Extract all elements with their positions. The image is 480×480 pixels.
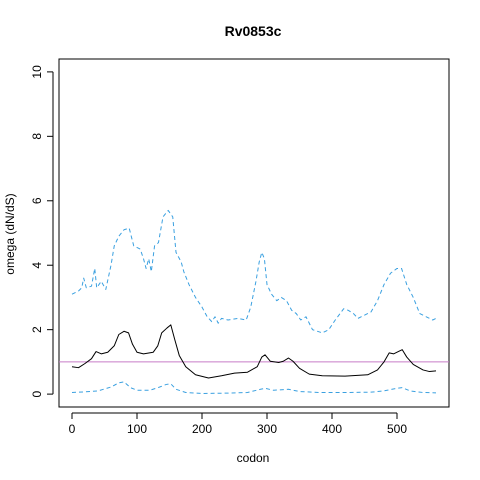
- series-line-2: [71, 209, 437, 334]
- data-layer: [59, 209, 449, 394]
- series-line-1: [71, 324, 437, 379]
- y-tick-label: 0: [30, 390, 44, 397]
- y-tick-label: 2: [30, 326, 44, 333]
- chart-title: Rv0853c: [225, 23, 282, 39]
- x-tick-label: 200: [192, 422, 212, 436]
- y-tick-label: 8: [30, 133, 44, 140]
- x-tick-label: 100: [127, 422, 147, 436]
- x-tick-label: 400: [322, 422, 342, 436]
- series-line-3: [71, 381, 437, 394]
- y-tick-label: 4: [30, 262, 44, 269]
- x-tick-label: 0: [69, 422, 76, 436]
- y-axis-label: omega (dN/dS): [3, 193, 17, 274]
- x-tick-label: 500: [387, 422, 407, 436]
- y-tick-label: 6: [30, 197, 44, 204]
- axes: 0 100 200 300 400 500 0 2 4 6 8 10: [30, 65, 407, 436]
- y-tick-label: 10: [30, 65, 44, 79]
- plot-frame: [58, 58, 450, 408]
- x-axis-label: codon: [237, 451, 270, 465]
- x-tick-label: 300: [257, 422, 277, 436]
